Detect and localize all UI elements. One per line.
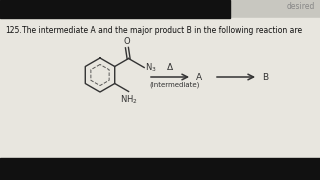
Text: B: B (262, 73, 268, 82)
Bar (0, 18, 320, 158)
Text: csir net chemical science 2014: csir net chemical science 2014 (3, 3, 206, 15)
Text: (Intermediate): (Intermediate) (150, 82, 200, 89)
Text: desired: desired (287, 2, 315, 11)
Text: A: A (196, 73, 202, 82)
Text: O: O (124, 37, 130, 46)
Text: curtius rearrangement reaction: curtius rearrangement reaction (3, 163, 240, 175)
Text: The intermediate A and the major product B in the following reaction are: The intermediate A and the major product… (22, 26, 302, 35)
Text: Δ: Δ (167, 63, 173, 72)
Text: 125.: 125. (5, 26, 22, 35)
Text: N$_3$: N$_3$ (145, 61, 157, 74)
Text: NH$_2$: NH$_2$ (120, 93, 137, 106)
